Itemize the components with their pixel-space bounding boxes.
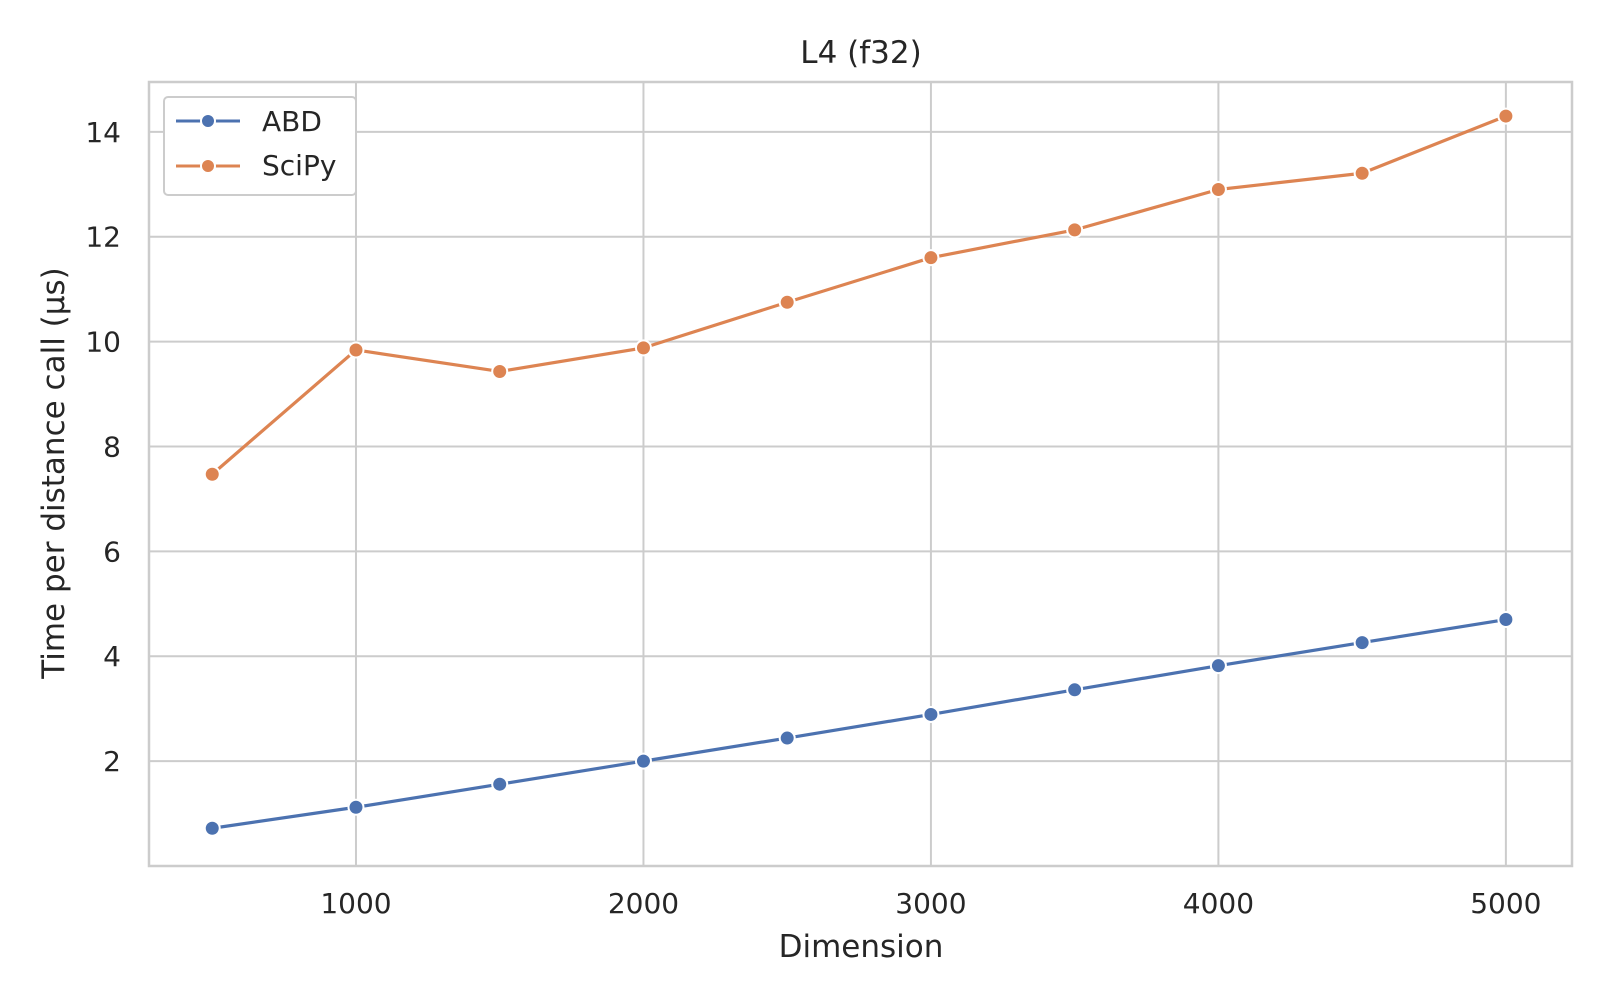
series-layer: [203, 107, 1515, 837]
abd-point: [1353, 634, 1371, 652]
y-tick-label: 12: [85, 221, 121, 254]
y-tick-label: 10: [85, 326, 121, 359]
x-tick-label: 5000: [1470, 887, 1541, 920]
abd-point: [1209, 657, 1227, 675]
grid-layer: [149, 82, 1572, 866]
chart-legend: ABD SciPy: [163, 96, 357, 196]
abd-point: [922, 705, 940, 723]
abd-point: [347, 798, 365, 816]
abd-point: [1497, 611, 1515, 629]
y-tick-label: 8: [103, 430, 121, 463]
abd-series-line: [210, 617, 1508, 830]
x-axis-title: Dimension: [779, 929, 944, 965]
plot-area: [149, 82, 1572, 866]
abd-point: [491, 775, 509, 793]
y-tick-label: 6: [103, 535, 121, 568]
scipy-point: [1209, 181, 1227, 199]
y-tick-label: 14: [85, 116, 121, 149]
scipy-point: [778, 293, 796, 311]
scipy-point: [1497, 107, 1515, 125]
x-tick-label: 1000: [320, 887, 391, 920]
legend-abd-label: ABD: [262, 105, 322, 138]
axis-layer: 1000 2000 3000 4000 5000 2 4 6 8 10 12 14: [85, 80, 1574, 920]
legend-scipy-marker: [200, 158, 216, 174]
x-tick-label: 3000: [895, 887, 966, 920]
scipy-point: [203, 465, 221, 483]
y-tick-label: 4: [103, 640, 121, 673]
scipy-point: [1353, 164, 1371, 182]
y-tick-label: 2: [103, 745, 121, 778]
y-axis-title: Time per distance call (µs): [36, 267, 72, 679]
abd-point: [634, 752, 652, 770]
x-tick-label: 2000: [608, 887, 679, 920]
legend-abd-marker: [200, 113, 216, 129]
plot-frame: [147, 80, 1574, 868]
legend-item-abd: ABD: [176, 105, 322, 138]
chart-title: L4 (f32): [800, 35, 921, 71]
scipy-point: [634, 339, 652, 357]
legend-scipy-label: SciPy: [262, 149, 336, 182]
abd-point: [778, 729, 796, 747]
scipy-point: [1066, 221, 1084, 239]
scipy-point: [922, 249, 940, 267]
scipy-point: [347, 341, 365, 359]
legend-item-scipy: SciPy: [176, 149, 336, 182]
x-tick-label: 4000: [1183, 887, 1254, 920]
scipy-series-line: [210, 114, 1508, 476]
abd-point: [1066, 681, 1084, 699]
scipy-point: [491, 362, 509, 380]
abd-point: [203, 819, 221, 837]
